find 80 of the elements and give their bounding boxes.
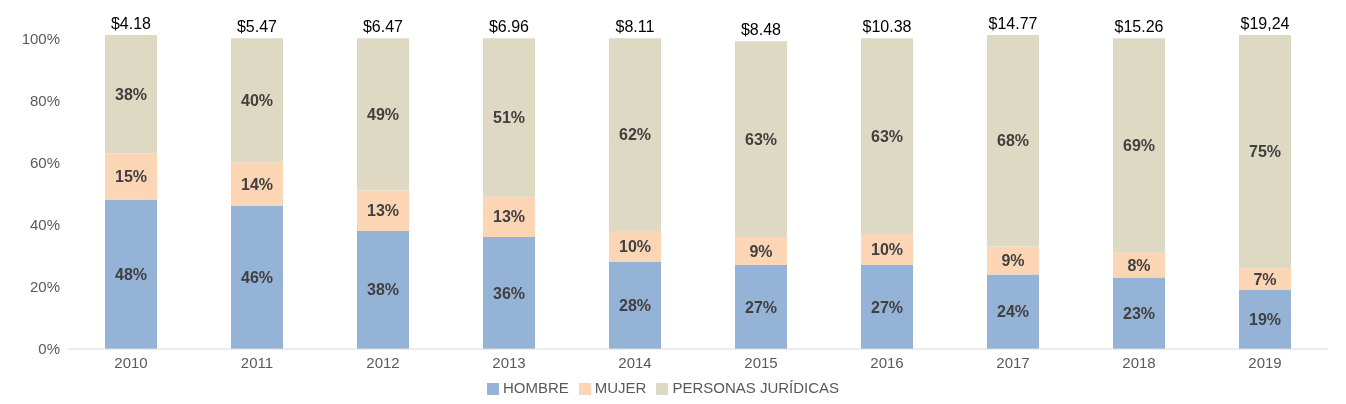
- bar: [735, 265, 787, 349]
- legend-label: PERSONAS JURÍDICAS: [672, 379, 840, 396]
- data-label: 13%: [366, 202, 400, 220]
- data-label: 27%: [744, 298, 778, 316]
- data-label: 13%: [492, 208, 526, 226]
- bar: [105, 199, 157, 349]
- annotation: $6.96: [488, 18, 530, 36]
- annotation: $8.48: [740, 21, 782, 39]
- data-label: 7%: [1253, 270, 1277, 288]
- data-label: 24%: [996, 303, 1030, 321]
- data-label: 15%: [114, 168, 148, 186]
- x-tick-label: 2019: [1248, 353, 1282, 371]
- bar: [609, 38, 661, 231]
- data-label: 46%: [240, 269, 274, 287]
- bar: [105, 35, 157, 154]
- data-label: 9%: [749, 242, 773, 260]
- x-tick-label: 2011: [240, 353, 274, 371]
- bar: [987, 274, 1039, 349]
- data-label: 38%: [114, 85, 148, 103]
- data-label: 27%: [870, 298, 904, 316]
- x-tick-label: 2013: [492, 353, 526, 371]
- bar: [861, 38, 913, 235]
- y-tick-label: 60%: [29, 153, 60, 171]
- data-label: 10%: [870, 241, 904, 259]
- y-tick-label: 100%: [21, 29, 60, 47]
- bar: [1113, 38, 1165, 253]
- x-tick-label: 2014: [618, 353, 652, 371]
- data-label: 9%: [1001, 251, 1025, 269]
- bar: [357, 38, 409, 191]
- bar: [231, 206, 283, 349]
- annotation: $6.47: [362, 18, 404, 36]
- y-tick-label: 0%: [38, 340, 60, 358]
- x-tick-label: 2017: [996, 353, 1030, 371]
- bar: [357, 230, 409, 349]
- annotation: $15.26: [1114, 18, 1164, 36]
- data-label: 36%: [492, 284, 526, 302]
- annotation: $5.47: [236, 18, 278, 36]
- x-tick-label: 2016: [870, 353, 904, 371]
- annotation: $10.38: [862, 18, 912, 36]
- data-label: 51%: [492, 108, 526, 126]
- x-tick-label: 2010: [114, 353, 148, 371]
- annotation: $8.11: [615, 18, 655, 36]
- data-label: 62%: [618, 126, 652, 144]
- data-label: 28%: [618, 296, 652, 314]
- bar: [1239, 35, 1291, 269]
- data-label: 38%: [366, 281, 400, 299]
- bar: [861, 265, 913, 349]
- bar: [483, 38, 535, 197]
- x-tick-label: 2015: [744, 353, 778, 371]
- data-label: 48%: [114, 265, 148, 283]
- annotation: $19,24: [1240, 15, 1290, 33]
- data-label: 10%: [618, 237, 652, 255]
- data-label: 69%: [1122, 136, 1156, 154]
- annotation: $4.18: [110, 15, 152, 33]
- bar: [735, 41, 787, 238]
- data-label: 75%: [1248, 143, 1282, 161]
- data-label: 8%: [1127, 256, 1151, 274]
- y-tick-label: 80%: [29, 91, 60, 109]
- bar: [105, 153, 157, 200]
- bar: [483, 237, 535, 349]
- data-label: 23%: [1122, 304, 1156, 322]
- data-label: 68%: [996, 132, 1030, 150]
- legend-label: HOMBRE: [502, 379, 569, 396]
- bar: [609, 261, 661, 349]
- data-label: 14%: [240, 175, 274, 193]
- legend-label: MUJER: [594, 379, 647, 396]
- data-label: 63%: [744, 130, 778, 148]
- x-tick-label: 2018: [1122, 353, 1156, 371]
- y-tick-label: 40%: [29, 216, 60, 234]
- bar: [1113, 277, 1165, 349]
- x-tick-label: 2012: [366, 353, 400, 371]
- bar: [231, 38, 283, 163]
- data-label: 49%: [366, 105, 400, 123]
- data-label: 63%: [870, 127, 904, 145]
- data-label: 40%: [240, 91, 274, 109]
- bar: [987, 35, 1039, 247]
- data-label: 19%: [1248, 310, 1282, 328]
- y-tick-label: 20%: [29, 278, 60, 296]
- annotation: $14.77: [988, 15, 1038, 33]
- bar: [1239, 289, 1291, 349]
